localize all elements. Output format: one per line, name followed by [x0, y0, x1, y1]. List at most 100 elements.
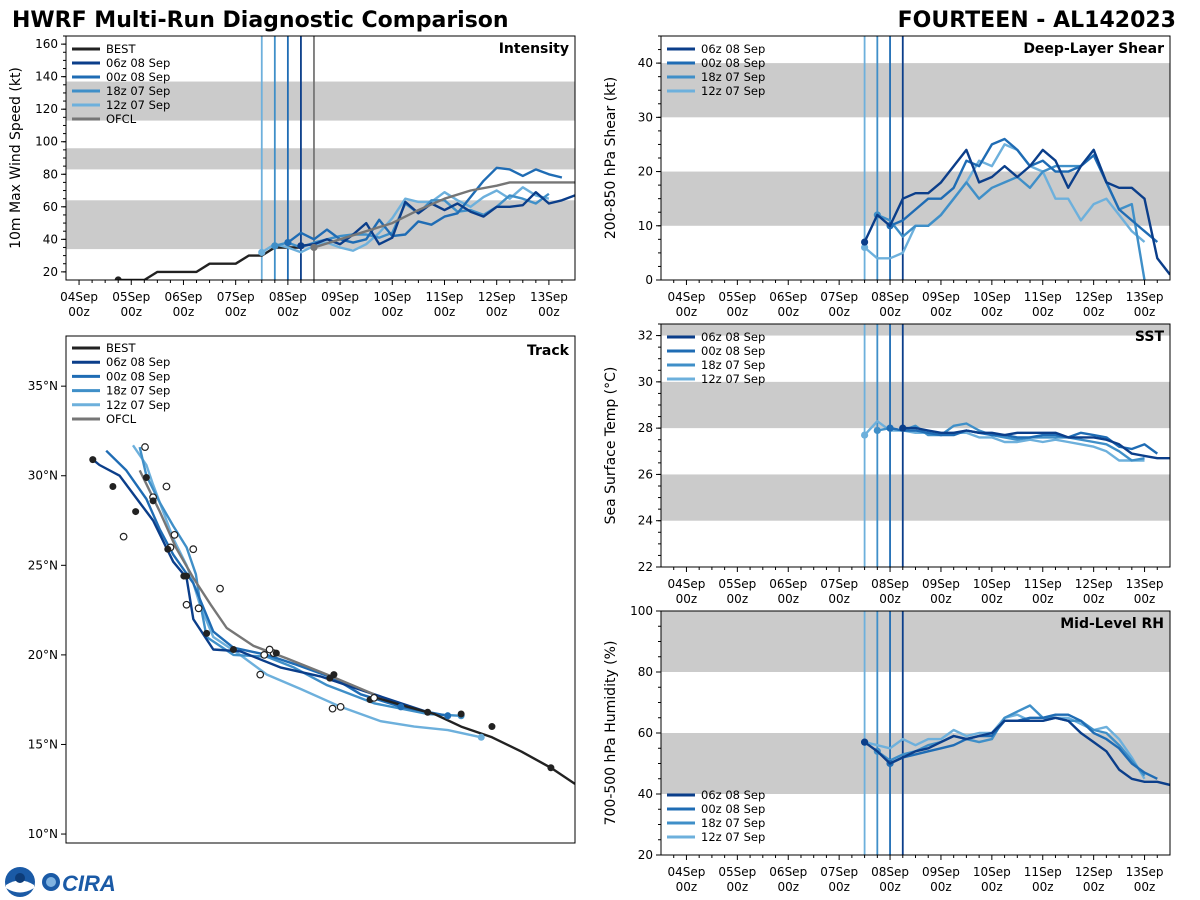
cira-logo-icon: CIRA — [42, 871, 116, 896]
sst-title: SST — [1135, 329, 1165, 345]
track-point-06z-08-sep — [132, 508, 140, 516]
track-legend-label: 00z 08 Sep — [106, 369, 170, 383]
shear-xtick-hour: 00z — [1134, 305, 1156, 319]
sst-legend-label: 12z 07 Sep — [701, 372, 765, 386]
track-point-06z-08-sep — [203, 629, 211, 637]
track-point-12z-07-sep — [477, 733, 485, 741]
shear-xtick-hour: 00z — [777, 305, 799, 319]
rh-xtick-day: 12Sep — [1075, 865, 1113, 879]
sst-xtick-hour: 00z — [981, 592, 1003, 606]
shear-series-00z-08-sep — [889, 137, 1159, 243]
intensity-series-ofcl — [313, 181, 575, 249]
track-background — [66, 336, 575, 843]
track-open-point-18z-07-sep — [328, 704, 337, 713]
sst-xtick-hour: 00z — [828, 592, 850, 606]
rh-xtick-hour: 00z — [777, 880, 799, 894]
track-plot-area — [66, 336, 575, 843]
rh-xtick-day: 10Sep — [973, 865, 1011, 879]
shear-xtick-day: 04Sep — [668, 290, 706, 304]
rh-series-06z-08-sep — [863, 716, 1170, 787]
sst-band-1 — [661, 381, 1170, 429]
intensity-xtick-day: 07Sep — [217, 290, 255, 304]
intensity-xtick-hour: 00z — [68, 305, 90, 319]
track-ytick-label: 25°N — [28, 558, 58, 572]
sst-xtick-hour: 00z — [1032, 592, 1054, 606]
shear-ytick-label: 30 — [638, 110, 653, 124]
shear-plot-area — [661, 36, 1170, 280]
shear-ytick-label: 20 — [638, 165, 653, 179]
track-open-point-18z-07-sep — [194, 604, 203, 613]
intensity-xtick-hour: 00z — [381, 305, 403, 319]
rh-series-00z-08-sep — [889, 713, 1158, 780]
track-legend-label: 18z 07 Sep — [106, 384, 170, 398]
track-line-06z-08-sep — [92, 458, 429, 714]
rh-ytick-label: 60 — [638, 726, 653, 740]
sst-ytick-label: 22 — [638, 560, 653, 574]
rh-ytick-label: 80 — [638, 665, 653, 679]
shear-xtick-day: 11Sep — [1024, 290, 1062, 304]
intensity-xtick-hour: 00z — [329, 305, 351, 319]
shear-ytick-label: 40 — [638, 56, 653, 70]
track-title: Track — [527, 343, 570, 359]
shear-xtick-hour: 00z — [676, 305, 698, 319]
intensity-xtick-day: 12Sep — [478, 290, 516, 304]
intensity-ytick-label: 140 — [35, 70, 58, 84]
rh-ytick-label: 100 — [630, 604, 653, 618]
track-legend-label: 06z 08 Sep — [106, 355, 170, 369]
shear-xtick-hour: 00z — [930, 305, 952, 319]
shear-init-point-06z-08-sep — [861, 238, 869, 246]
intensity-init-point-12z-07-sep — [258, 248, 266, 256]
intensity-legend-label: 06z 08 Sep — [106, 56, 170, 70]
track-open-point-06z-08-sep — [216, 584, 224, 593]
sst-plot-area — [661, 324, 1170, 567]
shear-xtick-day: 09Sep — [922, 290, 960, 304]
intensity-xtick-hour: 00z — [120, 305, 142, 319]
shear-ylabel: 200-850 hPa Shear (kt) — [603, 77, 619, 239]
track-point-ofcl — [164, 545, 172, 553]
track-point-00z-08-sep — [444, 712, 452, 720]
shear-xtick-hour: 00z — [879, 305, 901, 319]
intensity-xtick-day: 06Sep — [165, 290, 203, 304]
intensity-legend-label: BEST — [106, 42, 136, 56]
shear-xtick-day: 12Sep — [1075, 290, 1113, 304]
sst-xtick-day: 12Sep — [1075, 577, 1113, 591]
sst-series-06z-08-sep — [902, 426, 1170, 460]
shear-xtick-day: 06Sep — [769, 290, 807, 304]
track-point-06z-08-sep — [229, 646, 237, 654]
sst-xtick-hour: 00z — [1134, 592, 1156, 606]
cira-logo-text: CIRA — [62, 871, 116, 896]
sst-xtick-day: 09Sep — [922, 577, 960, 591]
rh-xtick-day: 13Sep — [1126, 865, 1164, 879]
shear-xtick-day: 13Sep — [1126, 290, 1164, 304]
track-ytick-label: 35°N — [28, 379, 58, 393]
rh-band-0 — [661, 733, 1170, 794]
intensity-plot-area — [66, 36, 575, 280]
track-open-point-12z-07-sep — [182, 600, 191, 609]
intensity-panel: 2040608010012014016004Sep00z05Sep00z06Se… — [8, 35, 576, 319]
shear-xtick-day: 08Sep — [871, 290, 909, 304]
sst-ytick-label: 30 — [638, 375, 653, 389]
shear-ytick-label: 10 — [638, 219, 653, 233]
intensity-series-best — [118, 246, 301, 280]
sst-xtick-day: 08Sep — [871, 577, 909, 591]
track-frame — [65, 335, 576, 844]
track-open-point-12z-07-sep — [336, 702, 345, 711]
rh-xtick-day: 05Sep — [718, 865, 756, 879]
intensity-ytick-label: 40 — [43, 232, 58, 246]
rh-panel: 2040608010004Sep00z05Sep00z06Sep00z07Sep… — [603, 604, 1171, 894]
sst-xtick-day: 11Sep — [1024, 577, 1062, 591]
intensity-legend-label: 00z 08 Sep — [106, 70, 170, 84]
track-point-ofcl — [326, 674, 334, 682]
rh-init-point-06z-08-sep — [861, 738, 869, 746]
sst-xtick-hour: 00z — [676, 592, 698, 606]
intensity-series-06z-08-sep — [300, 190, 575, 247]
sst-ylabel: Sea Surface Temp (°C) — [603, 367, 619, 525]
storm-id-title: FOURTEEN - AL142023 — [898, 8, 1176, 33]
sst-legend-label: 18z 07 Sep — [701, 358, 765, 372]
track-open-point-18z-07-sep — [260, 650, 269, 659]
intensity-init-point-00z-08-sep — [284, 238, 292, 247]
track-line-00z-08-sep — [105, 449, 449, 717]
sst-band-2 — [661, 324, 1170, 336]
track-line-best — [376, 696, 575, 785]
shear-legend-label: 12z 07 Sep — [701, 84, 765, 98]
